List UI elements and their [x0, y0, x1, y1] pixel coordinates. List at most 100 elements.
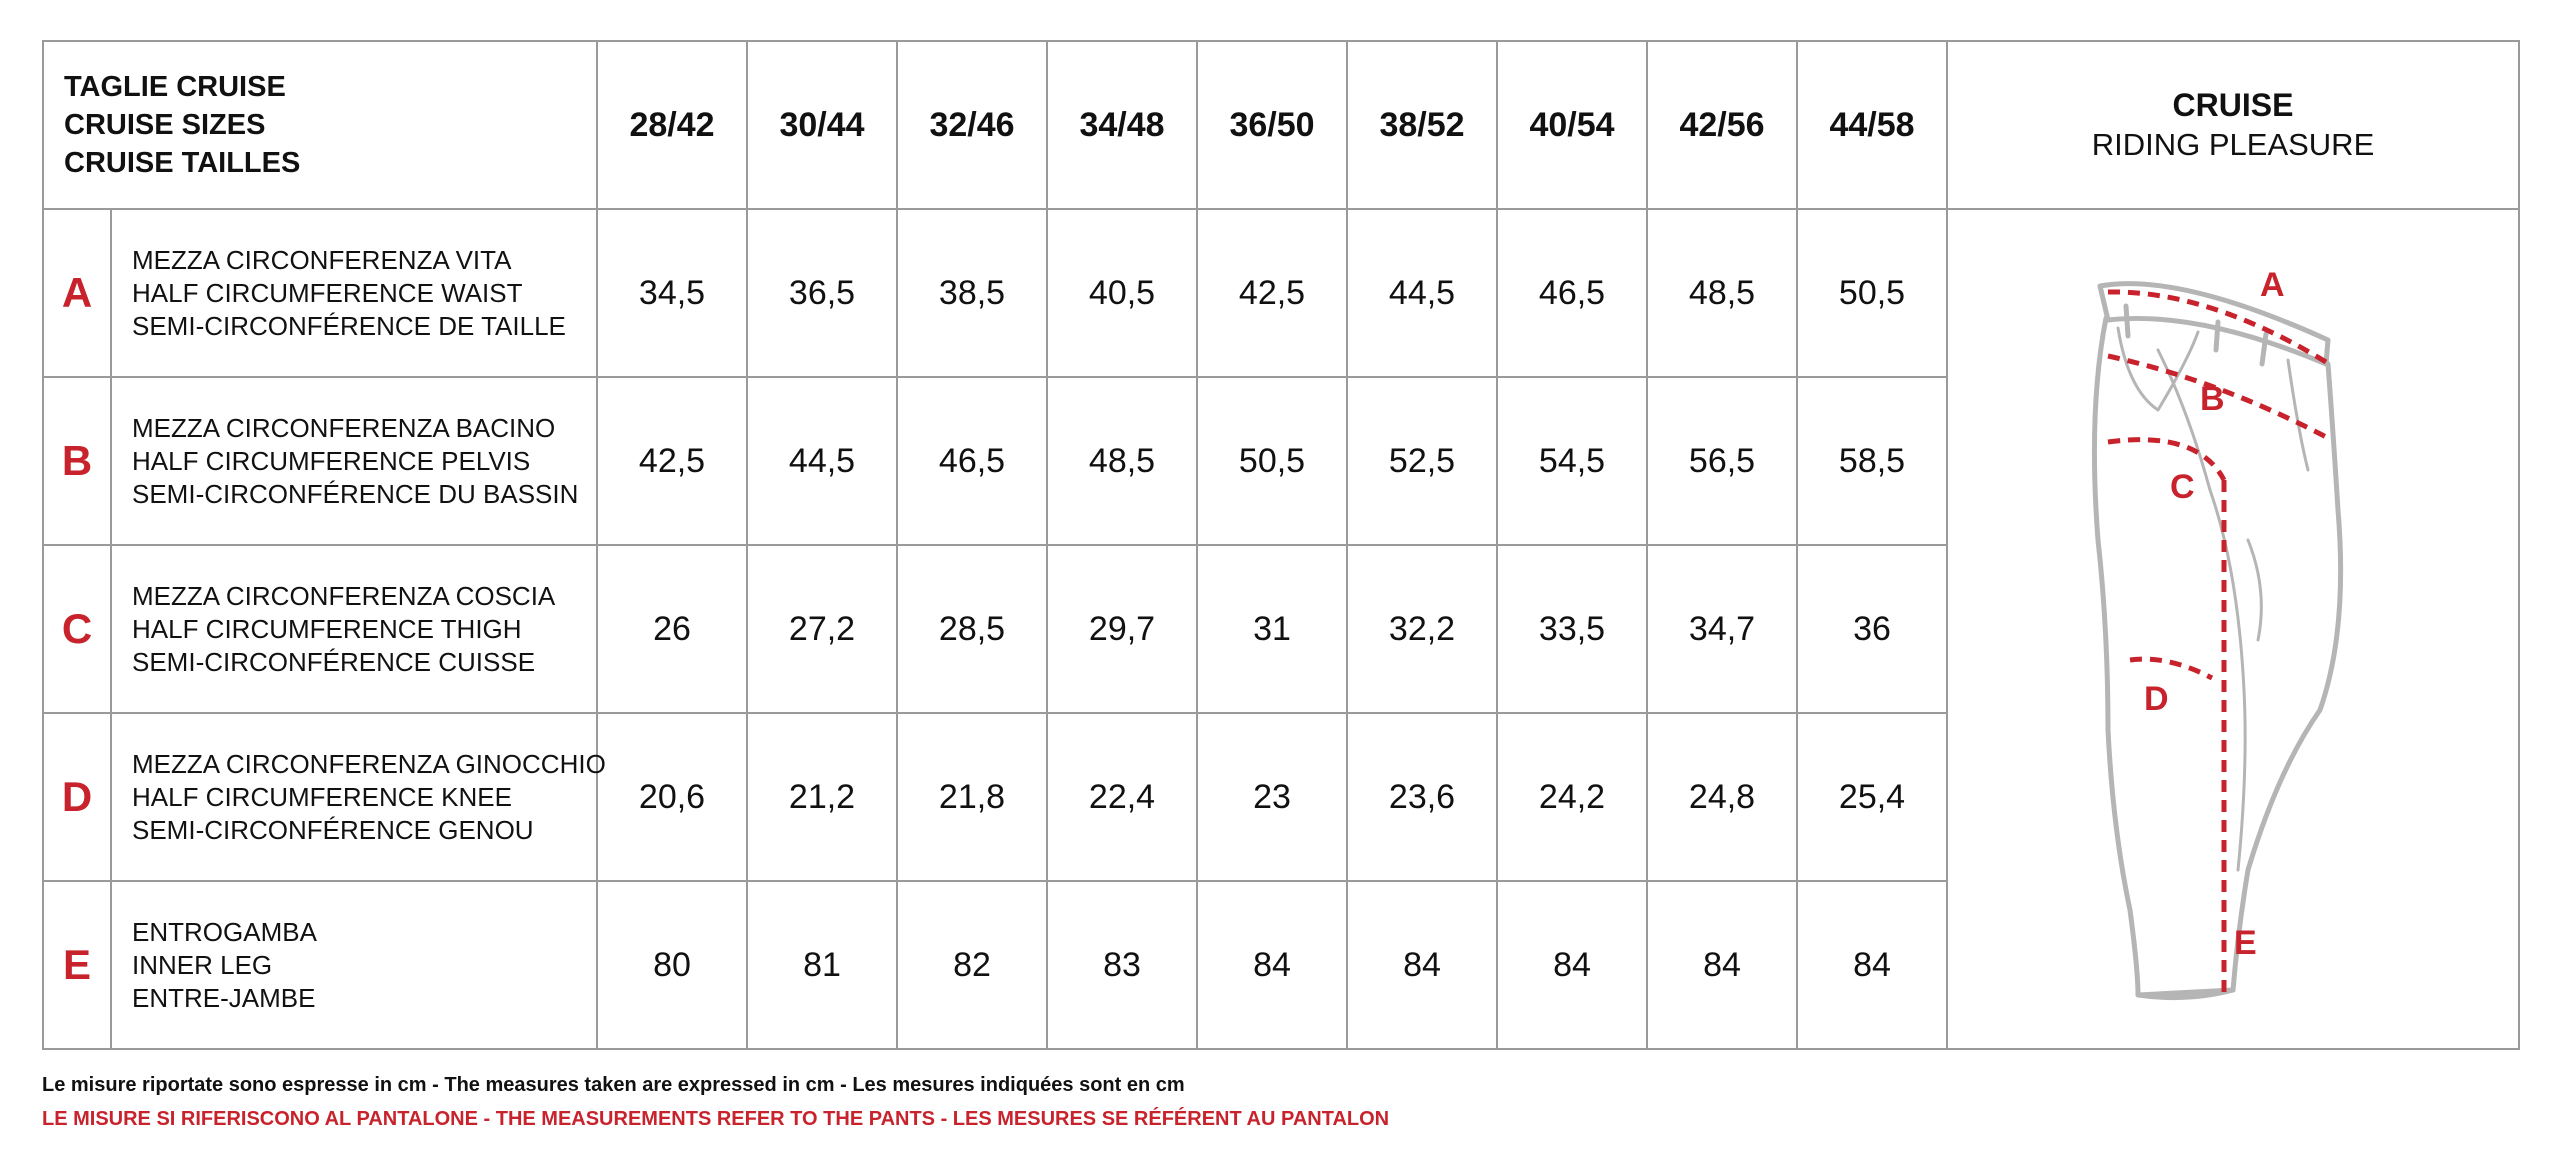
- table-title: TAGLIE CRUISE CRUISE SIZES CRUISE TAILLE…: [42, 40, 598, 210]
- value-cell: 21,2: [746, 712, 898, 882]
- label-it: MEZZA CIRCONFERENZA GINOCCHIO: [132, 748, 606, 779]
- value-cell: 40,5: [1046, 208, 1198, 378]
- measurement-warning: LE MISURE SI RIFERISCONO AL PANTALONE - …: [42, 1108, 1390, 1130]
- value-cell: 33,5: [1496, 544, 1648, 714]
- measure-row-e: E ENTROGAMBA INNER LEG ENTRE-JAMBE 80 81…: [42, 880, 2519, 1050]
- title-line-en: CRUISE SIZES: [64, 109, 266, 141]
- diagram-label-b: B: [2200, 380, 2225, 418]
- label-fr: SEMI-CIRCONFÉRENCE GENOU: [132, 814, 534, 845]
- value-cell: 29,7: [1046, 544, 1198, 714]
- value-cell: 42,5: [596, 376, 748, 546]
- knee-seam: [2246, 538, 2263, 642]
- value-cell: 44,5: [1346, 208, 1498, 378]
- value-cell: 50,5: [1196, 376, 1348, 546]
- size-header: 40/54: [1496, 40, 1648, 210]
- brand-header: CRUISE RIDING PLEASURE: [1946, 40, 2520, 210]
- pants-diagram: A B C D E: [2091, 266, 2344, 1001]
- row-description: MEZZA CIRCONFERENZA GINOCCHIO HALF CIRCU…: [110, 712, 606, 882]
- value-cell: 25,4: [1796, 712, 1948, 882]
- value-cell: 36: [1796, 544, 1948, 714]
- label-en: HALF CIRCUMFERENCE WAIST: [132, 277, 523, 308]
- value-cell: 20,6: [596, 712, 748, 882]
- value-cell: 27,2: [746, 544, 898, 714]
- measure-row-d: D MEZZA CIRCONFERENZA GINOCCHIO HALF CIR…: [42, 712, 2519, 882]
- size-header: 42/56: [1646, 40, 1798, 210]
- measure-line-b: [2107, 353, 2334, 443]
- row-letter: A: [42, 208, 112, 378]
- row-description: ENTROGAMBA INNER LEG ENTRE-JAMBE: [110, 880, 598, 1050]
- value-cell: 34,5: [596, 208, 748, 378]
- row-letter: E: [42, 880, 112, 1050]
- header-row: TAGLIE CRUISE CRUISE SIZES CRUISE TAILLE…: [42, 40, 2520, 210]
- value-cell: 24,8: [1646, 712, 1798, 882]
- value-cell: 56,5: [1646, 376, 1798, 546]
- label-it: MEZZA CIRCONFERENZA BACINO: [132, 412, 556, 443]
- size-header: 30/44: [746, 40, 898, 210]
- label-en: HALF CIRCUMFERENCE KNEE: [132, 781, 512, 812]
- size-header: 34/48: [1046, 40, 1198, 210]
- value-cell: 36,5: [746, 208, 898, 378]
- value-cell: 22,4: [1046, 712, 1198, 882]
- value-cell: 84: [1496, 880, 1648, 1050]
- belt-loop: [2259, 331, 2269, 367]
- value-cell: 84: [1196, 880, 1348, 1050]
- label-it: MEZZA CIRCONFERENZA VITA: [132, 244, 512, 275]
- value-cell: 26: [596, 544, 748, 714]
- pants-diagram-cell: A B C D E: [1946, 208, 2520, 1050]
- label-it: ENTROGAMBA: [132, 916, 317, 947]
- row-description: MEZZA CIRCONFERENZA BACINO HALF CIRCUMFE…: [110, 376, 598, 546]
- label-fr: SEMI-CIRCONFÉRENCE DE TAILLE: [132, 310, 566, 341]
- label-fr: SEMI-CIRCONFÉRENCE DU BASSIN: [132, 478, 579, 509]
- size-header: 28/42: [596, 40, 748, 210]
- label-en: INNER LEG: [132, 949, 273, 980]
- brand-name: CRUISE: [2172, 87, 2294, 123]
- diagram-label-d: D: [2144, 680, 2169, 718]
- fly-seam: [2156, 348, 2212, 492]
- belt-loop: [2123, 303, 2131, 339]
- value-cell: 21,8: [896, 712, 1048, 882]
- value-cell: 24,2: [1496, 712, 1648, 882]
- diagram-label-a: A: [2260, 266, 2285, 304]
- value-cell: 80: [596, 880, 748, 1050]
- value-cell: 44,5: [746, 376, 898, 546]
- value-cell: 23,6: [1346, 712, 1498, 882]
- value-cell: 81: [746, 880, 898, 1050]
- size-header: 38/52: [1346, 40, 1498, 210]
- title-line-it: TAGLIE CRUISE: [64, 71, 286, 103]
- value-cell: 82: [896, 880, 1048, 1050]
- label-fr: ENTRE-JAMBE: [132, 982, 316, 1013]
- diagram-label-e: E: [2234, 924, 2257, 962]
- row-letter: C: [42, 544, 112, 714]
- row-letter: B: [42, 376, 112, 546]
- value-cell: 46,5: [896, 376, 1048, 546]
- value-cell: 28,5: [896, 544, 1048, 714]
- size-header: 36/50: [1196, 40, 1348, 210]
- size-header: 44/58: [1796, 40, 1948, 210]
- measure-line-a: [2107, 289, 2328, 365]
- belt-loop: [2213, 319, 2221, 353]
- value-cell: 34,7: [1646, 544, 1798, 714]
- value-cell: 58,5: [1796, 376, 1948, 546]
- measure-row-c: C MEZZA CIRCONFERENZA COSCIA HALF CIRCUM…: [42, 544, 2519, 714]
- measure-row-b: B MEZZA CIRCONFERENZA BACINO HALF CIRCUM…: [42, 376, 2519, 546]
- value-cell: 84: [1646, 880, 1798, 1050]
- row-letter: D: [42, 712, 112, 882]
- value-cell: 48,5: [1646, 208, 1798, 378]
- label-en: HALF CIRCUMFERENCE THIGH: [132, 613, 522, 644]
- value-cell: 54,5: [1496, 376, 1648, 546]
- label-fr: SEMI-CIRCONFÉRENCE CUISSE: [132, 646, 536, 677]
- pocket-outline: [2116, 326, 2200, 412]
- measure-line-d: [2129, 656, 2214, 681]
- value-cell: 23: [1196, 712, 1348, 882]
- value-cell: 46,5: [1496, 208, 1648, 378]
- value-cell: 50,5: [1796, 208, 1948, 378]
- title-line-fr: CRUISE TAILLES: [64, 147, 301, 179]
- inner-seam: [2208, 488, 2247, 872]
- value-cell: 83: [1046, 880, 1198, 1050]
- size-chart-table: TAGLIE CRUISE CRUISE SIZES CRUISE TAILLE…: [42, 40, 2520, 1050]
- units-note: Le misure riportate sono espresse in cm …: [42, 1074, 1185, 1096]
- value-cell: 38,5: [896, 208, 1048, 378]
- row-description: MEZZA CIRCONFERENZA VITA HALF CIRCUMFERE…: [110, 208, 598, 378]
- measure-row-a: A MEZZA CIRCONFERENZA VITA HALF CIRCUMFE…: [42, 208, 2520, 1050]
- value-cell: 84: [1796, 880, 1948, 1050]
